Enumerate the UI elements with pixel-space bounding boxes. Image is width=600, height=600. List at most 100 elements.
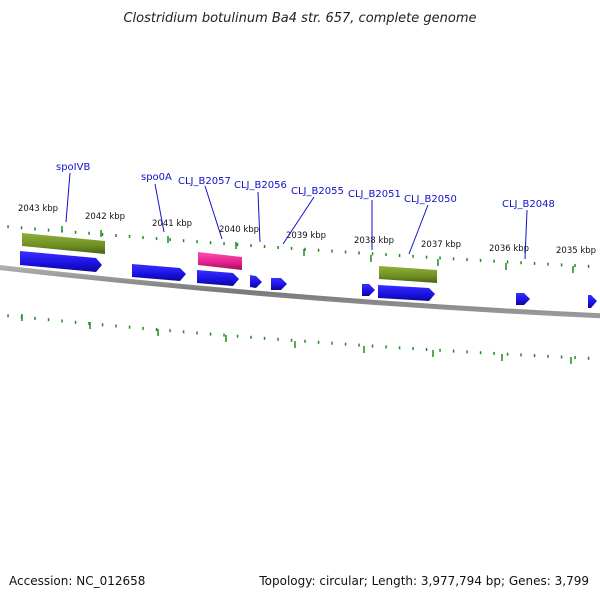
minor-tick: [277, 246, 279, 249]
topology-summary-text: Topology: circular; Length: 3,977,794 bp…: [259, 574, 589, 588]
minor-tick: [479, 258, 482, 262]
minor-tick: [61, 319, 63, 323]
leader-line: [282, 196, 315, 245]
minor-tick: [88, 322, 90, 325]
minor-tick: [344, 250, 347, 254]
gene-label-spo0a[interactable]: spo0A: [141, 172, 172, 183]
minor-tick: [155, 237, 158, 241]
minor-tick: [560, 263, 563, 267]
minor-tick: [250, 335, 252, 339]
gene-arrow[interactable]: [362, 284, 375, 296]
minor-tick: [88, 231, 90, 235]
minor-tick: [587, 264, 590, 268]
minor-tick: [358, 343, 360, 347]
gene-label-clj-b2055[interactable]: CLJ_B2055: [291, 186, 344, 197]
minor-tick: [20, 315, 23, 319]
olive-feature[interactable]: [22, 233, 105, 254]
genome-backbone: [0, 265, 600, 319]
minor-tick: [425, 348, 428, 351]
minor-tick: [479, 351, 482, 355]
minor-tick: [115, 324, 117, 328]
leader-line: [204, 185, 223, 240]
minor-tick: [169, 329, 171, 333]
minor-tick: [7, 314, 9, 318]
minor-tick: [128, 235, 131, 238]
minor-tick: [493, 259, 495, 263]
gene-arrow[interactable]: [271, 278, 287, 290]
olive-feature[interactable]: [379, 266, 437, 283]
minor-tick: [196, 331, 198, 335]
kbp-label: 2040 kbp: [219, 225, 259, 235]
minor-tick: [331, 249, 333, 253]
pink-feature[interactable]: [198, 252, 242, 270]
minor-tick: [34, 316, 36, 320]
minor-tick: [290, 246, 293, 250]
minor-tick: [439, 256, 441, 260]
minor-tick: [560, 355, 563, 359]
minor-tick: [7, 225, 9, 229]
kbp-label: 2036 kbp: [489, 244, 529, 254]
gene-label-clj-b2050[interactable]: CLJ_B2050: [404, 194, 457, 205]
minor-tick: [358, 251, 360, 255]
minor-tick: [209, 332, 212, 336]
minor-tick: [344, 342, 347, 346]
minor-tick: [398, 254, 401, 257]
minor-tick: [452, 257, 455, 261]
minor-tick: [74, 230, 77, 234]
gene-arrow[interactable]: [588, 295, 597, 308]
minor-tick: [128, 325, 131, 329]
minor-tick: [398, 346, 401, 350]
minor-tick: [223, 242, 225, 246]
minor-tick: [223, 333, 225, 337]
lower-minor-ticks: [7, 314, 590, 360]
minor-tick: [371, 252, 374, 256]
minor-tick: [385, 253, 387, 257]
minor-tick: [169, 238, 171, 242]
minor-tick: [533, 354, 536, 358]
kbp-label: 2038 kbp: [354, 236, 394, 246]
minor-tick: [520, 353, 522, 357]
minor-tick: [74, 320, 77, 324]
minor-tick: [47, 228, 50, 232]
minor-tick: [101, 232, 104, 236]
minor-tick: [587, 356, 590, 360]
minor-tick: [412, 254, 414, 258]
minor-tick: [61, 229, 63, 233]
gene-arrow[interactable]: [516, 293, 530, 305]
kbp-label: 2043 kbp: [18, 204, 58, 214]
kbp-label: 2041 kbp: [152, 219, 192, 229]
olive-feature-track: [22, 233, 437, 283]
gene-arrow[interactable]: [197, 270, 239, 286]
minor-tick: [263, 336, 266, 340]
gene-arrow[interactable]: [132, 264, 186, 281]
gene-label-clj-b2051[interactable]: CLJ_B2051: [348, 189, 401, 200]
gene-label-clj-b2048[interactable]: CLJ_B2048: [502, 199, 555, 210]
minor-tick: [34, 227, 36, 231]
minor-tick: [371, 344, 374, 348]
minor-tick: [182, 330, 185, 334]
gene-arrow[interactable]: [250, 275, 262, 288]
minor-tick: [412, 347, 414, 351]
gene-label-spoivb[interactable]: spoIVB: [56, 162, 90, 173]
minor-tick: [263, 245, 266, 248]
minor-tick: [236, 243, 239, 247]
gene-arrow[interactable]: [20, 251, 102, 272]
minor-tick: [196, 240, 198, 244]
kbp-label: 2039 kbp: [286, 231, 326, 241]
minor-tick: [574, 356, 576, 360]
minor-tick: [547, 354, 549, 358]
gene-arrow[interactable]: [378, 285, 435, 301]
minor-tick: [574, 264, 576, 268]
minor-tick: [250, 244, 252, 248]
minor-tick: [506, 260, 509, 264]
gene-label-leaders: [65, 172, 528, 260]
genome-title: Clostridium botulinum Ba4 str. 657, comp…: [123, 11, 476, 26]
minor-tick: [304, 247, 306, 251]
minor-tick: [142, 236, 144, 240]
kbp-label: 2042 kbp: [85, 212, 125, 222]
minor-tick: [317, 248, 320, 252]
upper-minor-ticks: [7, 225, 590, 268]
gene-label-clj-b2057[interactable]: CLJ_B2057: [178, 176, 231, 187]
gene-label-clj-b2056[interactable]: CLJ_B2056: [234, 180, 287, 191]
lower-kbp-ruler: [21, 314, 572, 364]
